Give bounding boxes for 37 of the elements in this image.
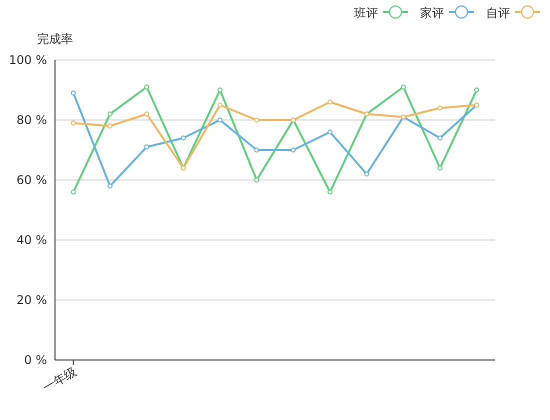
y-tick-label: 40 % bbox=[16, 233, 47, 247]
legend-label: 班评 bbox=[354, 6, 378, 20]
y-tick-label: 100 % bbox=[8, 53, 47, 67]
point bbox=[108, 112, 112, 116]
y-axis-title: 完成率 bbox=[37, 32, 73, 46]
legend-label: 自评 bbox=[486, 6, 510, 20]
point bbox=[218, 118, 222, 122]
point bbox=[438, 136, 442, 140]
point bbox=[218, 102, 222, 108]
point bbox=[438, 166, 442, 170]
point bbox=[70, 120, 76, 126]
point bbox=[144, 144, 150, 150]
x-tick-label: 一年级 bbox=[40, 364, 79, 395]
point bbox=[254, 118, 260, 122]
point bbox=[144, 112, 150, 116]
point bbox=[218, 88, 222, 92]
legend-label: 家评 bbox=[420, 6, 444, 20]
point bbox=[70, 190, 76, 194]
y-tick-label: 20 % bbox=[16, 293, 47, 307]
y-tick-label: 60 % bbox=[16, 173, 47, 187]
point bbox=[144, 84, 150, 90]
point bbox=[400, 84, 406, 90]
point bbox=[254, 148, 260, 152]
point bbox=[474, 88, 480, 92]
y-tick-label: 0 % bbox=[24, 353, 47, 367]
point bbox=[328, 130, 332, 134]
point bbox=[438, 106, 442, 110]
point bbox=[290, 148, 296, 152]
point bbox=[108, 124, 112, 128]
point bbox=[108, 184, 112, 188]
point bbox=[254, 178, 260, 182]
point bbox=[364, 172, 370, 176]
point bbox=[180, 136, 186, 140]
point bbox=[70, 90, 76, 96]
point bbox=[328, 100, 332, 104]
y-tick-label: 80 % bbox=[16, 113, 47, 127]
point bbox=[328, 190, 332, 194]
